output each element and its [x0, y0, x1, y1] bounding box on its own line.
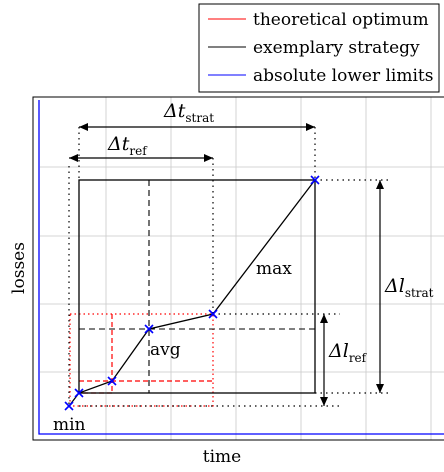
legend-label-strategy: exemplary strategy: [253, 38, 420, 58]
optimum-outer-rect: [69, 313, 214, 407]
markers: [64, 175, 320, 411]
theoretical-optimum: [69, 313, 214, 407]
legend-label-limits: absolute lower limits: [253, 66, 433, 86]
label-delta-t-strat: Δtstrat: [163, 100, 214, 125]
dotted-projections: [68, 127, 392, 407]
label-avg: avg: [150, 340, 181, 360]
label-min: min: [53, 415, 86, 435]
label-max: max: [256, 259, 292, 279]
marker-avg: [144, 324, 154, 334]
grid: [40, 97, 444, 440]
label-delta-l-ref: Δlref: [328, 340, 368, 365]
marker-max: [310, 175, 320, 185]
legend-label-optimum: theoretical optimum: [253, 10, 429, 30]
strategy-rect: [78, 179, 316, 394]
x-axis-label: time: [203, 447, 241, 467]
marker-mid: [208, 309, 218, 319]
y-axis-label: losses: [9, 242, 29, 294]
label-delta-l-strat: Δlstrat: [384, 275, 434, 300]
dimension-arrows: [69, 123, 384, 406]
marker-step: [107, 376, 117, 386]
marker-min: [64, 401, 74, 411]
label-delta-t-ref: Δtref: [107, 133, 148, 158]
marker-start: [74, 388, 84, 398]
absolute-lower-limits-line: [38, 100, 444, 435]
legend: theoretical optimum exemplary strategy a…: [198, 3, 440, 93]
axes-frame: [32, 96, 444, 441]
